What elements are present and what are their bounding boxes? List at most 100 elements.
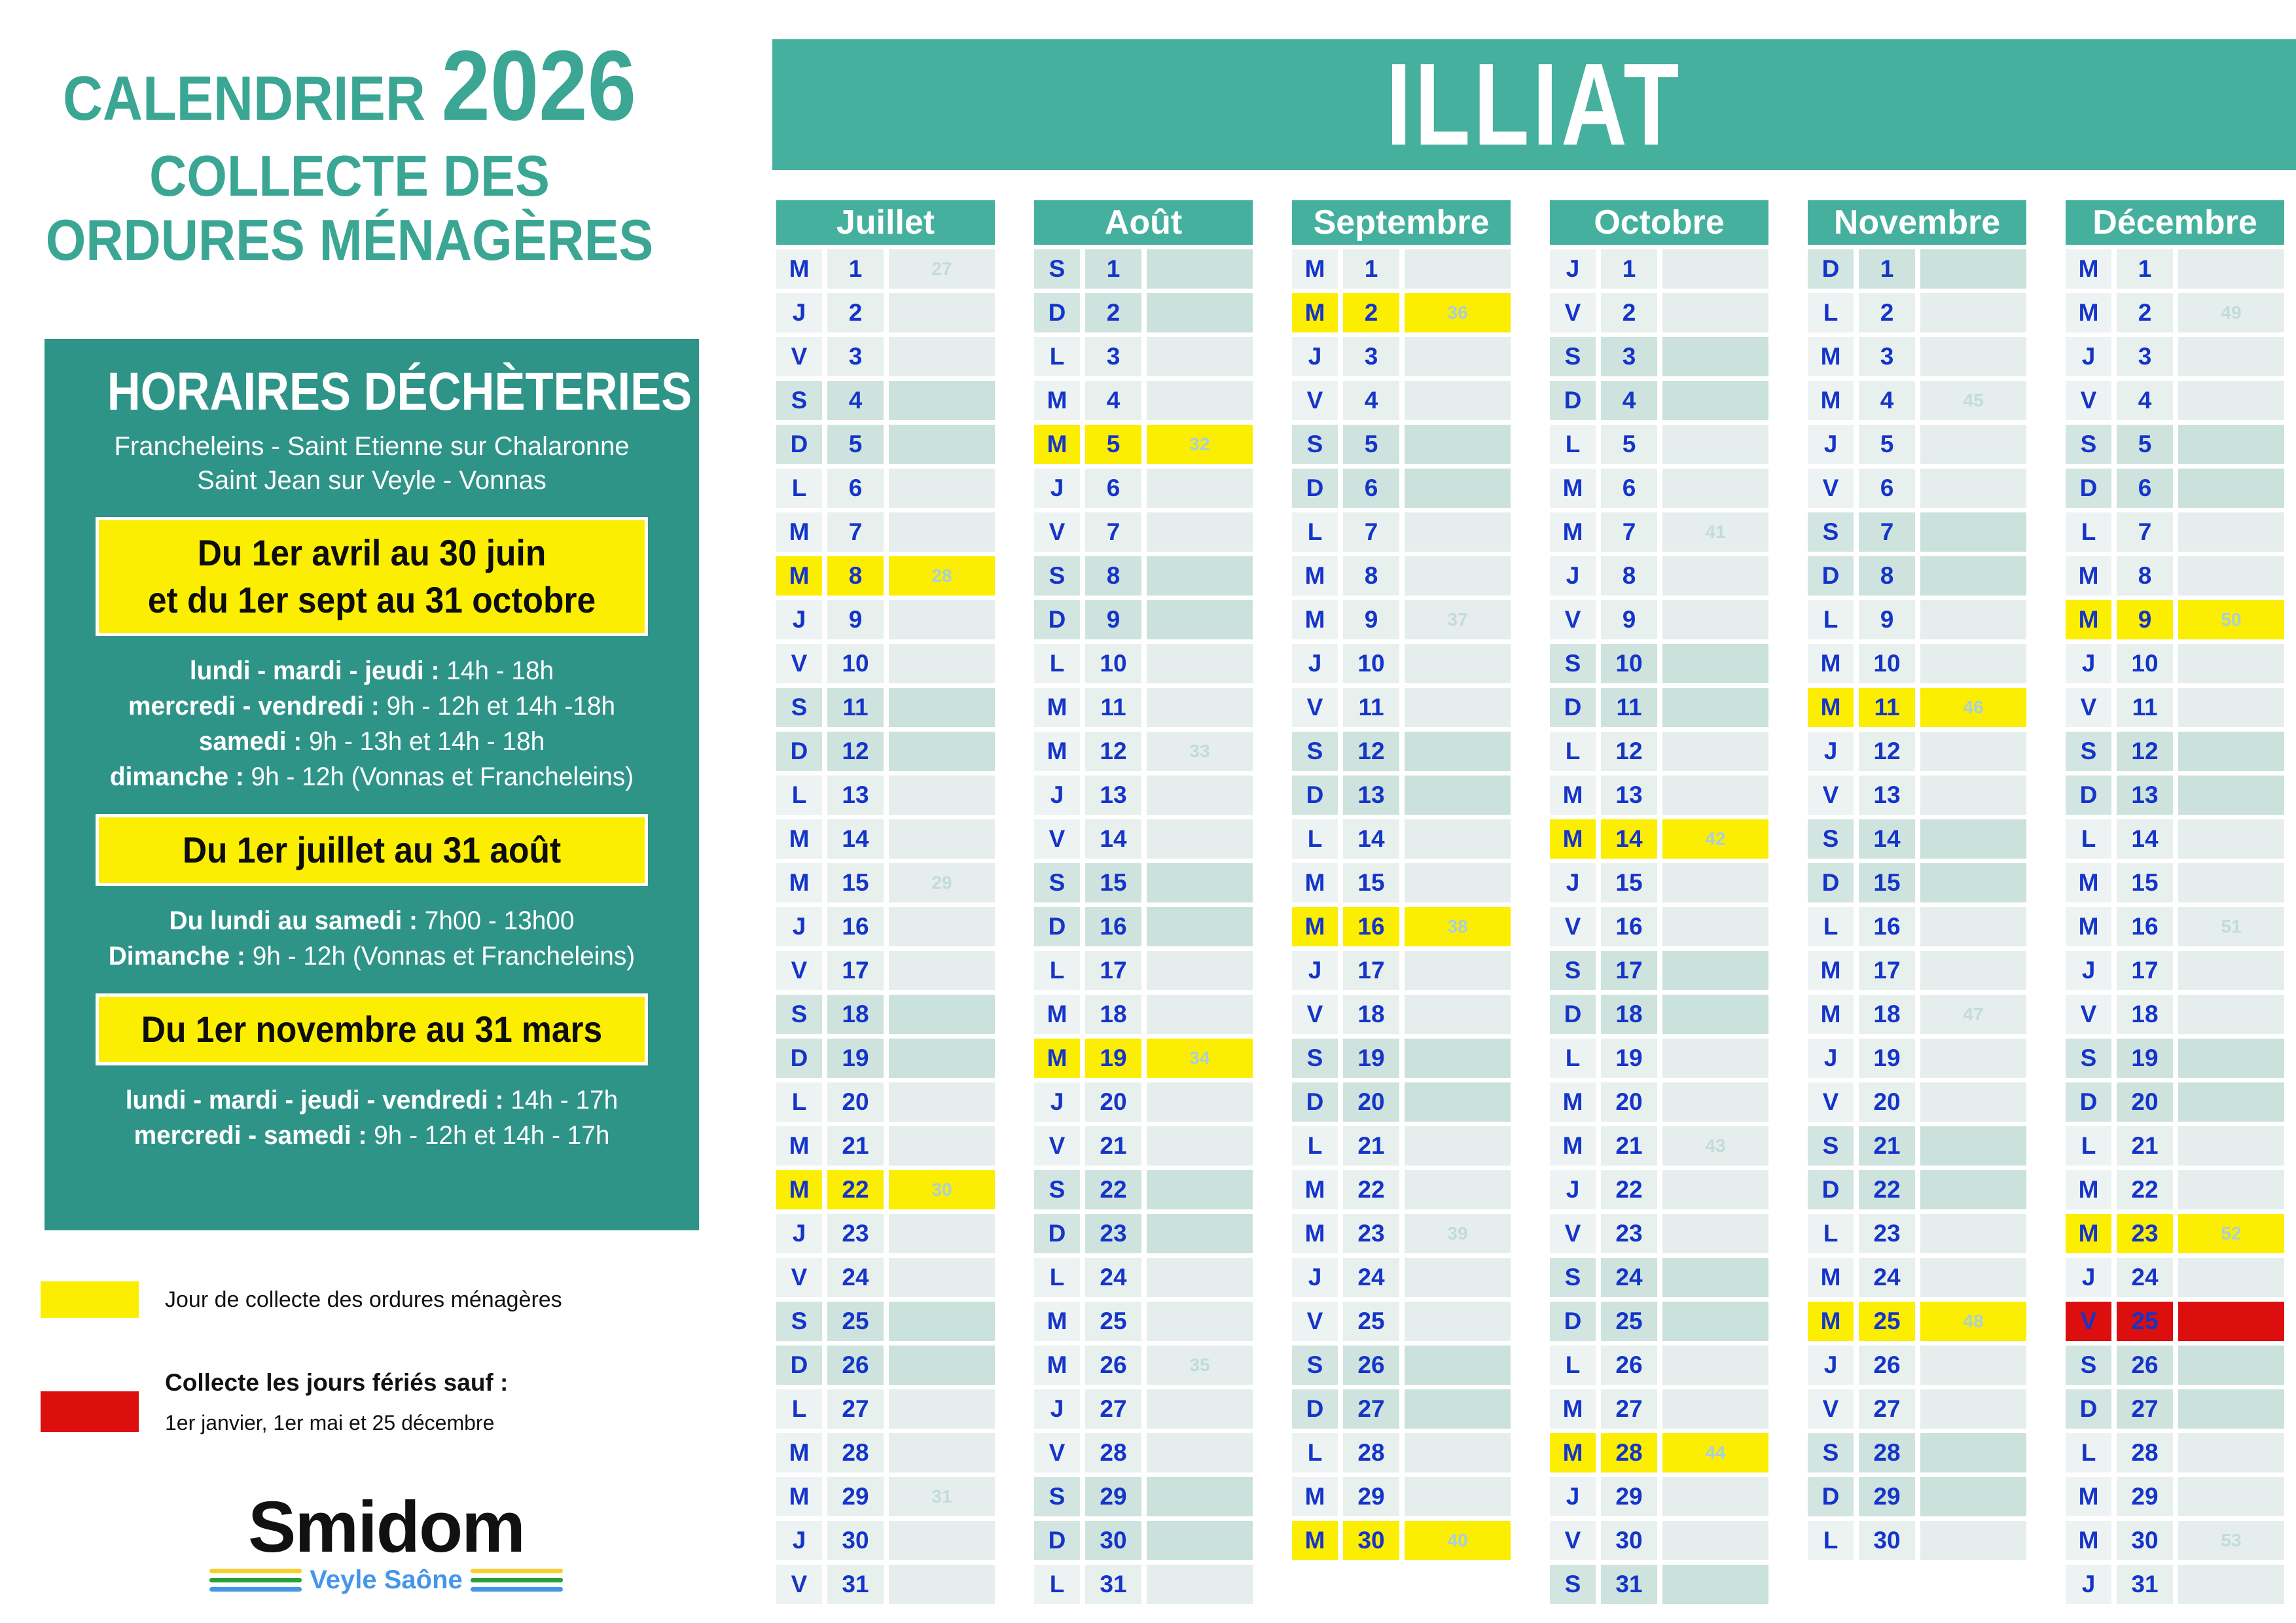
week-cell (889, 381, 995, 420)
week-cell (889, 1565, 995, 1604)
day-number-cell: 20 (1601, 1082, 1657, 1122)
week-number: 41 (1705, 522, 1726, 542)
day-number-cell: 13 (2117, 776, 2173, 815)
day-letter-cell: V (1292, 995, 1338, 1034)
day-row-decembre-2: M 2 49 (2066, 293, 2284, 332)
day-row-decembre-20: D 20 (2066, 1082, 2284, 1122)
period1-title-line1: Du 1er avril au 30 juin (197, 532, 547, 573)
day-letter-cell: J (2066, 1565, 2111, 1604)
week-cell: 52 (2178, 1214, 2284, 1253)
month-header: Juillet (776, 200, 995, 245)
day-row-septembre-12: S 12 (1292, 732, 1511, 771)
day-letter-cell: J (2066, 337, 2111, 376)
day-number-cell: 25 (1601, 1302, 1657, 1341)
day-row-juillet-27: L 27 (776, 1389, 995, 1429)
legend-holiday-swatch (41, 1391, 139, 1432)
day-letter-cell: J (776, 293, 822, 332)
day-number-cell: 17 (1601, 951, 1657, 990)
day-row-octobre-26: L 26 (1550, 1346, 1768, 1385)
day-number-cell: 23 (1343, 1214, 1399, 1253)
period1-title-box: Du 1er avril au 30 juin et du 1er sept a… (96, 517, 648, 636)
day-letter-cell: S (776, 995, 822, 1034)
day-row-octobre-12: L 12 (1550, 732, 1768, 771)
week-cell: 49 (2178, 293, 2284, 332)
day-letter-cell: D (1292, 1082, 1338, 1122)
day-letter-cell: M (2066, 600, 2111, 639)
day-letter-cell: J (2066, 1258, 2111, 1297)
week-cell (1920, 863, 2026, 902)
day-number-cell: 16 (2117, 907, 2173, 946)
day-letter-cell: L (2066, 1433, 2111, 1472)
schedule-line: lundi - mardi - jeudi : 14h - 18h (189, 656, 554, 685)
day-row-septembre-28: L 28 (1292, 1433, 1511, 1472)
day-number-cell: 2 (827, 293, 884, 332)
day-number-cell: 8 (1085, 556, 1141, 596)
week-cell: 32 (1147, 425, 1253, 464)
week-cell (1662, 1258, 1768, 1297)
day-row-decembre-15: M 15 (2066, 863, 2284, 902)
day-number-cell: 20 (1085, 1082, 1141, 1122)
week-cell (2178, 1126, 2284, 1166)
week-cell: 40 (1405, 1521, 1511, 1560)
day-number-cell: 24 (827, 1258, 884, 1297)
day-number-cell: 6 (827, 469, 884, 508)
month-header: Décembre (2066, 200, 2284, 245)
day-number-cell: 13 (1601, 776, 1657, 815)
month-column-aout: Août S 1 D 2 L 3 M 4 M 5 32 J 6 V 7 S 8 D 9 L 10 M 11 M 12 33 J 13 V 1… (1034, 200, 1253, 1609)
day-number-cell: 24 (1859, 1258, 1915, 1297)
day-letter-cell: D (1550, 688, 1596, 727)
week-cell (889, 819, 995, 859)
day-row-septembre-11: V 11 (1292, 688, 1511, 727)
day-number-cell: 16 (827, 907, 884, 946)
day-number-cell: 14 (2117, 819, 2173, 859)
day-number-cell: 6 (1601, 469, 1657, 508)
week-cell (1920, 249, 2026, 289)
day-letter-cell: M (2066, 556, 2111, 596)
week-number: 43 (1705, 1135, 1726, 1156)
day-row-octobre-17: S 17 (1550, 951, 1768, 990)
logo-stripes-right-icon (470, 1569, 564, 1592)
day-letter-cell: L (1292, 1126, 1338, 1166)
day-row-novembre-20: V 20 (1808, 1082, 2026, 1122)
week-cell: 46 (1920, 688, 2026, 727)
day-row-decembre-17: J 17 (2066, 951, 2284, 990)
week-cell (1405, 995, 1511, 1034)
day-row-novembre-26: J 26 (1808, 1346, 2026, 1385)
day-row-octobre-14: M 14 42 (1550, 819, 1768, 859)
week-number: 34 (1189, 1048, 1210, 1068)
day-letter-cell: L (1550, 425, 1596, 464)
week-cell: 38 (1405, 907, 1511, 946)
day-number-cell: 4 (1859, 381, 1915, 420)
week-cell (1147, 556, 1253, 596)
week-number: 36 (1447, 302, 1468, 323)
day-letter-cell: J (776, 1521, 822, 1560)
week-cell (1662, 732, 1768, 771)
day-number-cell: 24 (1343, 1258, 1399, 1297)
week-cell (889, 1126, 995, 1166)
day-number-cell: 26 (1601, 1346, 1657, 1385)
week-cell (1920, 293, 2026, 332)
day-row-decembre-28: L 28 (2066, 1433, 2284, 1472)
month-column-decembre: Décembre M 1 M 2 49 J 3 V 4 S 5 D 6 L 7 M 8 M 9 50 J 10 V 11 S 12 D… (2066, 200, 2284, 1609)
day-number-cell: 14 (1601, 819, 1657, 859)
day-letter-cell: L (1550, 1346, 1596, 1385)
day-row-novembre-4: M 4 45 (1808, 381, 2026, 420)
day-row-octobre-15: J 15 (1550, 863, 1768, 902)
day-letter-cell: M (1292, 293, 1338, 332)
day-row-octobre-18: D 18 (1550, 995, 1768, 1034)
day-letter-cell: D (776, 425, 822, 464)
week-cell: 36 (1405, 293, 1511, 332)
week-cell (889, 688, 995, 727)
day-row-aout-30: D 30 (1034, 1521, 1253, 1560)
week-cell (1405, 951, 1511, 990)
day-letter-cell: L (1292, 1433, 1338, 1472)
day-letter-cell: M (776, 1170, 822, 1209)
